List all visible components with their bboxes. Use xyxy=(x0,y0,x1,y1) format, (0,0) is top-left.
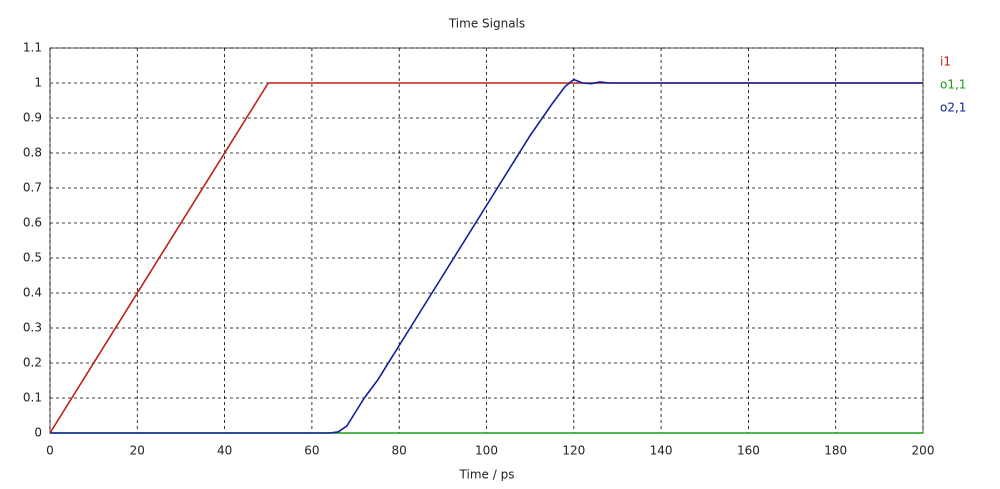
series-line xyxy=(50,78,923,434)
y-tick-label: 0.1 xyxy=(23,391,42,405)
x-tick-label: 20 xyxy=(130,444,145,458)
y-tick-label: 0.9 xyxy=(23,111,42,125)
y-tick-label: 0.6 xyxy=(23,216,42,230)
legend-entry: o1,1 xyxy=(940,78,966,92)
chart-title: Time Signals xyxy=(448,17,525,31)
y-tick-label: 0 xyxy=(34,426,42,440)
y-tick-label: 1 xyxy=(34,76,42,90)
y-tick-label: 1.1 xyxy=(23,41,42,55)
y-tick-label: 0.2 xyxy=(23,356,42,370)
x-tick-label: 140 xyxy=(650,444,673,458)
legend-entry: o2,1 xyxy=(940,101,966,115)
y-tick-label: 0.8 xyxy=(23,146,42,160)
x-tick-label: 40 xyxy=(217,444,232,458)
x-tick-label: 180 xyxy=(824,444,847,458)
x-tick-label: 200 xyxy=(912,444,935,458)
x-tick-label: 80 xyxy=(392,444,407,458)
x-tick-label: 60 xyxy=(304,444,319,458)
x-tick-label: 100 xyxy=(475,444,498,458)
x-tick-label: 0 xyxy=(46,444,54,458)
y-tick-label: 0.5 xyxy=(23,251,42,265)
y-tick-label: 0.3 xyxy=(23,321,42,335)
y-tick-label: 0.4 xyxy=(23,286,42,300)
y-tick-label: 0.7 xyxy=(23,181,42,195)
x-tick-label: 120 xyxy=(562,444,585,458)
x-axis-label: Time / ps xyxy=(459,468,515,482)
legend-entry: i1 xyxy=(940,55,951,69)
x-tick-label: 160 xyxy=(737,444,760,458)
